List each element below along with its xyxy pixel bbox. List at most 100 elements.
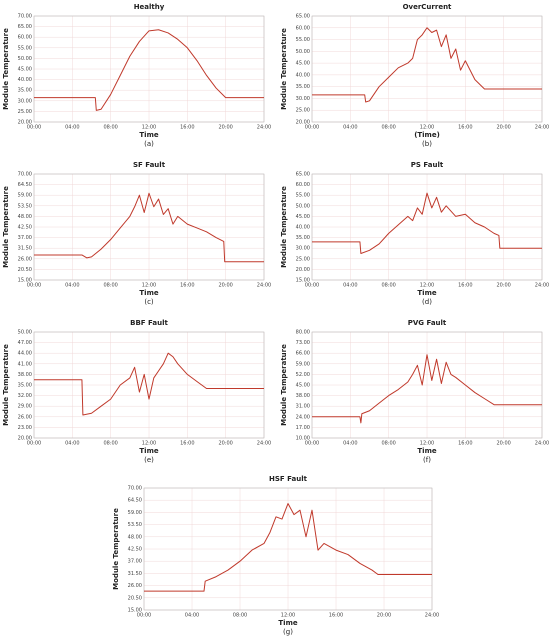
x-tick-label: 20:00 xyxy=(496,125,510,131)
plot-frame xyxy=(311,331,543,439)
caption: (f) xyxy=(423,456,431,464)
chart-title: OverCurrent xyxy=(403,3,452,11)
y-tick-label: 73.00 xyxy=(296,340,310,346)
y-axis-label: Module Temperature xyxy=(280,344,288,426)
x-tick-label: 00:00 xyxy=(305,283,319,289)
panel: BBF Fault 20.00 23.00 26.00 29.00 32.00 35.00 3… xyxy=(2,319,271,464)
x-tick-label: 24:00 xyxy=(535,125,549,131)
x-tick-label: 08:00 xyxy=(381,441,395,447)
chart-title: Healthy xyxy=(134,3,165,11)
y-tick-label: 44.00 xyxy=(18,351,32,357)
x-tick-label: 00:00 xyxy=(305,441,319,447)
data-line xyxy=(34,29,264,111)
panel: PVG Fault 10.00 17.00 24.00 31.00 38.00 45.00 5… xyxy=(280,319,549,464)
plot-frame xyxy=(311,15,543,123)
y-tick-label: 20.00 xyxy=(18,120,32,126)
y-tick-label: 25.00 xyxy=(18,109,32,115)
x-tick-label: 12:00 xyxy=(142,125,156,131)
chart-title: PVG Fault xyxy=(408,319,447,327)
x-tick-label: 12:00 xyxy=(420,441,434,447)
data-line xyxy=(312,192,542,254)
chart-title: PS Fault xyxy=(411,161,444,169)
x-tick-label: 04:00 xyxy=(343,125,357,131)
panel: HSF Fault 15.00 20.50 26.00 31.50 37.00 42.50 4… xyxy=(112,475,439,636)
y-tick-label: 10.00 xyxy=(296,436,310,442)
y-tick-label: 65.00 xyxy=(296,14,310,20)
plot-frame xyxy=(33,15,265,123)
chart-title: HSF Fault xyxy=(269,475,308,483)
y-tick-label: 20.00 xyxy=(18,436,32,442)
y-tick-label: 25.00 xyxy=(296,108,310,114)
y-tick-label: 59.00 xyxy=(18,193,32,199)
y-tick-label: 15.00 xyxy=(18,278,32,284)
y-tick-label: 64.50 xyxy=(18,182,32,188)
y-tick-label: 20.50 xyxy=(18,267,32,273)
caption: (c) xyxy=(144,298,154,306)
y-tick-label: 65.00 xyxy=(296,172,310,178)
y-tick-label: 31.00 xyxy=(296,404,310,410)
y-tick-label: 55.00 xyxy=(296,37,310,43)
y-tick-label: 41.00 xyxy=(18,361,32,367)
y-tick-label: 60.00 xyxy=(296,182,310,188)
y-tick-label: 45.00 xyxy=(18,67,32,73)
x-axis-label: Time xyxy=(417,289,436,297)
x-axis-label: Time xyxy=(139,289,158,297)
x-axis-label: Time xyxy=(278,619,297,627)
data-line xyxy=(34,352,264,416)
x-tick-label: 16:00 xyxy=(458,283,472,289)
y-tick-label: 66.00 xyxy=(296,351,310,357)
y-tick-label: 53.50 xyxy=(18,203,32,209)
data-line xyxy=(144,503,432,592)
panel: Healthy 20.00 25.00 30.00 35.00 40.00 45.00 50.… xyxy=(2,3,271,148)
x-tick-label: 16:00 xyxy=(458,125,472,131)
x-tick-label: 12:00 xyxy=(142,283,156,289)
data-line xyxy=(34,192,264,263)
y-tick-label: 29.00 xyxy=(18,404,32,410)
x-tick-label: 04:00 xyxy=(65,283,79,289)
y-tick-label: 15.00 xyxy=(296,278,310,284)
y-tick-label: 55.00 xyxy=(18,45,32,51)
caption: (b) xyxy=(422,140,432,148)
plot-frame xyxy=(143,487,433,611)
y-tick-label: 65.00 xyxy=(18,24,32,30)
x-tick-label: 20:00 xyxy=(377,613,391,619)
y-tick-label: 55.00 xyxy=(296,193,310,199)
x-tick-label: 04:00 xyxy=(343,283,357,289)
x-tick-label: 08:00 xyxy=(103,441,117,447)
y-tick-label: 35.00 xyxy=(18,88,32,94)
y-axis-label: Module Temperature xyxy=(112,508,120,590)
y-tick-label: 70.00 xyxy=(18,14,32,20)
y-tick-label: 25.00 xyxy=(296,256,310,262)
x-tick-label: 16:00 xyxy=(180,441,194,447)
y-tick-label: 26.00 xyxy=(18,256,32,262)
y-tick-label: 40.00 xyxy=(18,77,32,83)
x-tick-label: 24:00 xyxy=(535,283,549,289)
x-tick-label: 16:00 xyxy=(329,613,343,619)
plot-frame xyxy=(311,173,543,281)
y-tick-label: 20.00 xyxy=(296,120,310,126)
y-tick-label: 35.00 xyxy=(296,84,310,90)
y-tick-label: 23.00 xyxy=(18,425,32,431)
y-tick-label: 64.50 xyxy=(128,498,142,504)
y-tick-label: 60.00 xyxy=(296,25,310,31)
y-tick-label: 70.00 xyxy=(18,172,32,178)
y-tick-label: 31.50 xyxy=(18,246,32,252)
x-axis-label: (Time) xyxy=(414,131,440,139)
x-tick-label: 00:00 xyxy=(305,125,319,131)
y-tick-label: 31.50 xyxy=(128,571,142,577)
y-axis-label: Module Temperature xyxy=(2,344,10,426)
x-tick-label: 08:00 xyxy=(103,283,117,289)
x-tick-label: 20:00 xyxy=(496,283,510,289)
y-tick-label: 50.00 xyxy=(296,203,310,209)
x-tick-label: 00:00 xyxy=(27,283,41,289)
x-tick-label: 12:00 xyxy=(281,613,295,619)
x-tick-label: 20:00 xyxy=(218,283,232,289)
x-tick-label: 08:00 xyxy=(381,125,395,131)
y-tick-label: 26.00 xyxy=(128,583,142,589)
y-tick-label: 59.00 xyxy=(296,361,310,367)
y-tick-label: 24.00 xyxy=(296,414,310,420)
y-tick-label: 53.50 xyxy=(128,522,142,528)
x-tick-label: 04:00 xyxy=(185,613,199,619)
y-tick-label: 50.00 xyxy=(18,330,32,336)
